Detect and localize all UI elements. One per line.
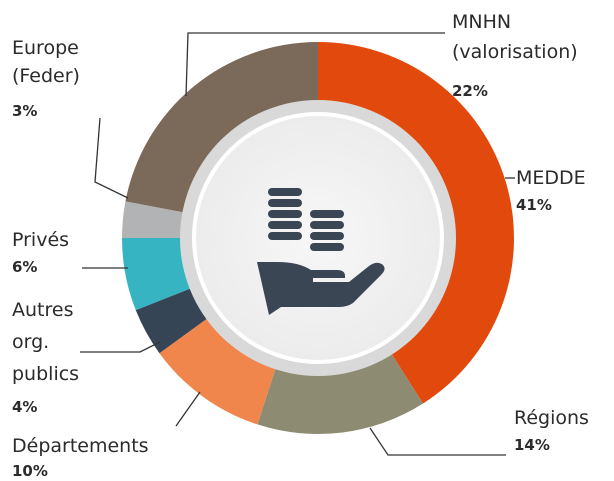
leader-line (175, 391, 201, 427)
donut-slice (318, 42, 514, 404)
slice-label: (Feder) (12, 65, 80, 87)
slice-value-label: 4% (12, 398, 37, 416)
coin-hand-icon (257, 188, 385, 315)
leader-lines (80, 32, 515, 456)
leader-line (94, 117, 129, 199)
slice-label: MEDDE (516, 167, 586, 189)
slice-label: Départements (12, 435, 149, 457)
slice-value-label: 41% (516, 196, 552, 214)
slice-label: MNHN (452, 11, 511, 33)
slice-value-label: 22% (452, 82, 488, 100)
slice-value-label: 3% (12, 102, 37, 120)
leader-line (369, 427, 506, 456)
slice-value-label: 14% (514, 436, 550, 454)
slice-label: Europe (12, 37, 79, 59)
leader-line (185, 32, 445, 97)
slice-label: org. (12, 331, 49, 353)
slice-label: Régions (514, 407, 589, 429)
leader-line (80, 341, 161, 353)
donut-slice (125, 42, 318, 216)
slice-value-label: 6% (12, 258, 37, 276)
slice-label: (valorisation) (452, 41, 578, 63)
slice-label: Privés (12, 229, 69, 251)
slice-value-label: 10% (12, 462, 48, 480)
slice-label: Autres (12, 299, 73, 321)
slice-label: publics (12, 363, 79, 385)
